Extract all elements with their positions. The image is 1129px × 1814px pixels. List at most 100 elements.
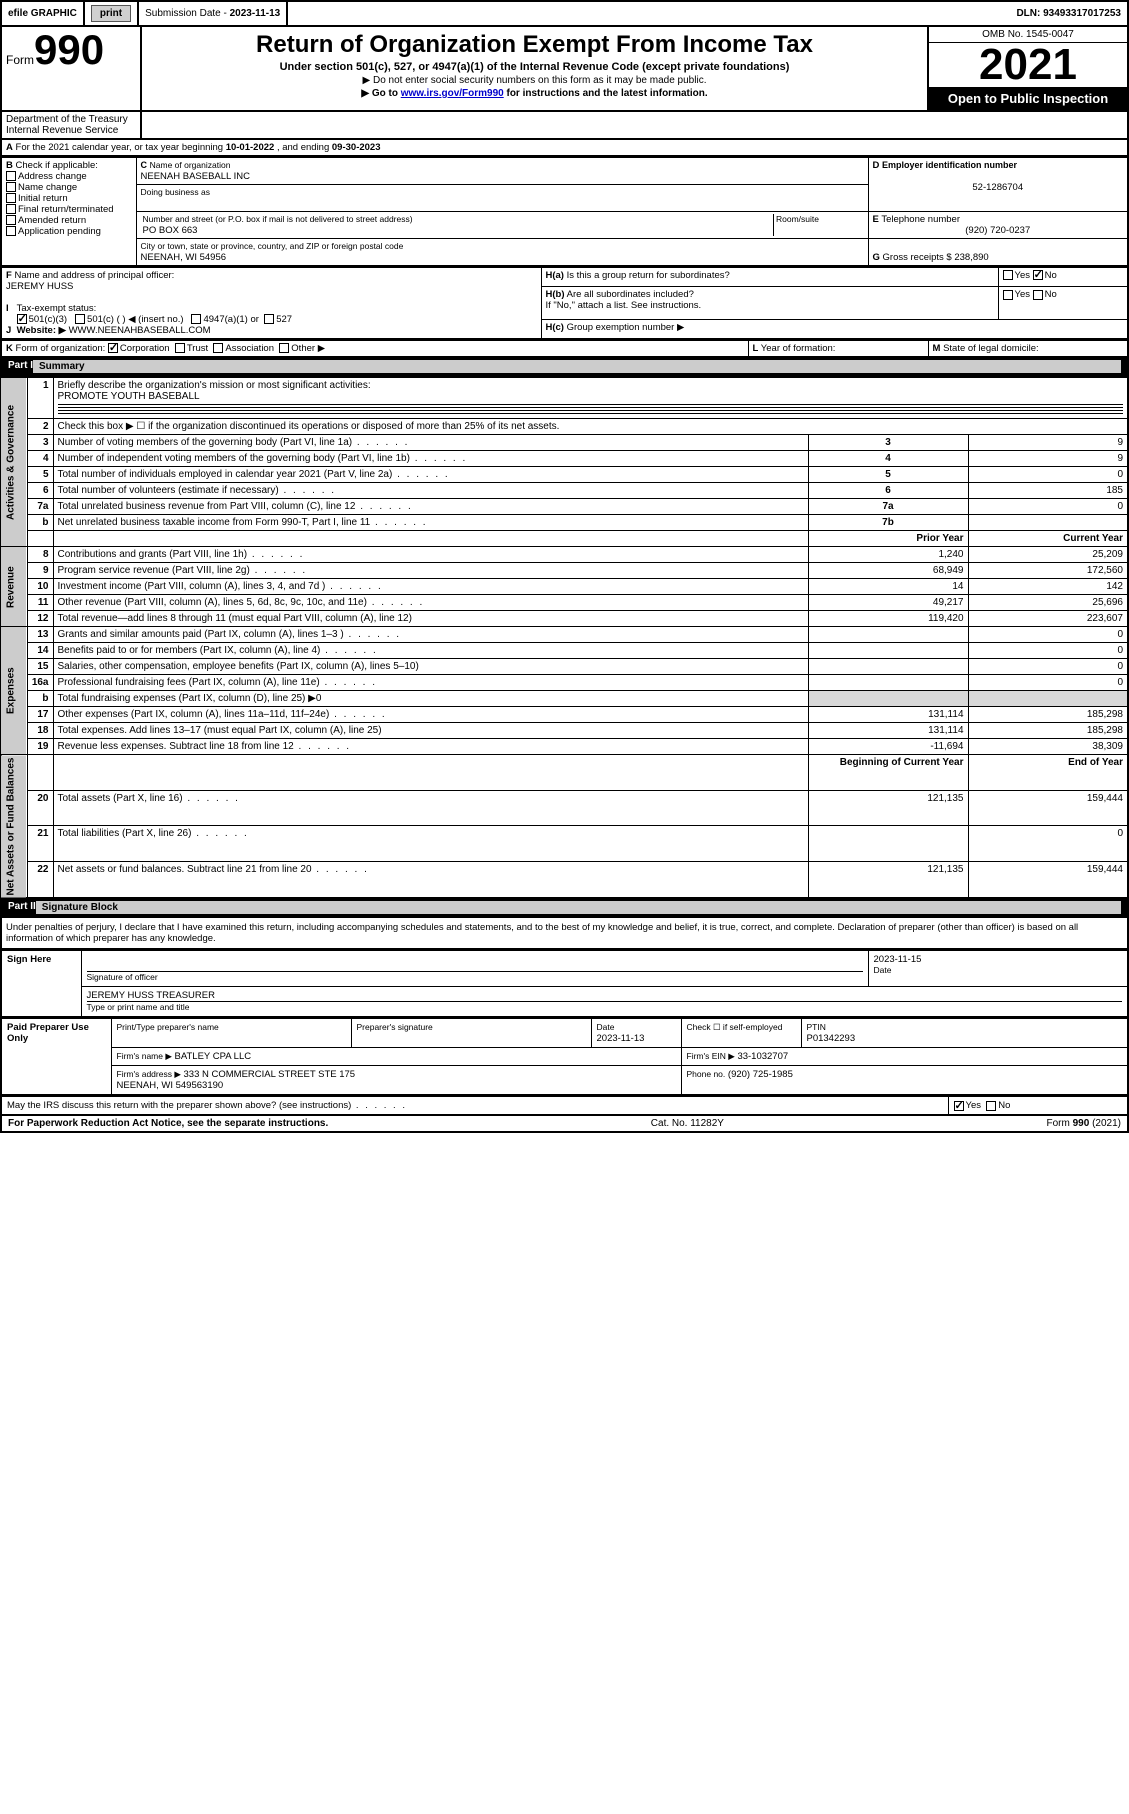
row-curr: 142 — [968, 579, 1128, 595]
row-desc: Number of voting members of the governin… — [53, 435, 808, 451]
chk-4947[interactable] — [191, 314, 201, 324]
row-num: 1 — [27, 378, 53, 419]
chk-ha-yes[interactable] — [1003, 270, 1013, 280]
section-k: K Form of organization: Corporation Trus… — [1, 341, 748, 358]
chk-hb-yes[interactable] — [1003, 290, 1013, 300]
top-bar: efile GRAPHIC print Submission Date - 20… — [0, 0, 1129, 27]
row-curr: 185,298 — [968, 723, 1128, 739]
chk-trust[interactable] — [175, 343, 185, 353]
row-prior: 121,135 — [808, 790, 968, 826]
row-desc: Net unrelated business taxable income fr… — [53, 515, 808, 531]
section-b: B Check if applicable: Address change Na… — [1, 158, 136, 267]
row-curr: 223,607 — [968, 611, 1128, 627]
chk-final-return[interactable] — [6, 204, 16, 214]
row-prior-shade — [808, 691, 968, 707]
chk-hb-no[interactable] — [1033, 290, 1043, 300]
row-desc: Investment income (Part VIII, column (A)… — [53, 579, 808, 595]
prep-self: Check ☐ if self-employed — [681, 1019, 801, 1048]
line2: Check this box ▶ ☐ if the organization d… — [53, 419, 1128, 435]
sig-date-cell: 2023-11-15 Date — [868, 951, 1128, 987]
col-begin: Beginning of Current Year — [808, 755, 968, 791]
row-num: 4 — [27, 451, 53, 467]
row-num: 18 — [27, 723, 53, 739]
chk-name-change[interactable] — [6, 182, 16, 192]
row-curr: 0 — [968, 675, 1128, 691]
chk-corp[interactable] — [108, 343, 118, 353]
part2-title: Signature Block — [36, 901, 1121, 914]
row-val: 0 — [968, 467, 1128, 483]
prep-ptin: PTINP01342293 — [801, 1019, 1128, 1048]
sign-here-table: Sign Here Signature of officer 2023-11-1… — [0, 950, 1129, 1018]
title-block: Form990 Return of Organization Exempt Fr… — [0, 27, 1129, 112]
chk-501c[interactable] — [75, 314, 85, 324]
row-curr: 0 — [968, 659, 1128, 675]
title-center: Return of Organization Exempt From Incom… — [142, 27, 927, 110]
blank — [53, 755, 808, 791]
open-to-public: Open to Public Inspection — [929, 87, 1127, 110]
chk-address-change[interactable] — [6, 171, 16, 181]
tab-activities: Activities & Governance — [1, 378, 27, 547]
row-num: 11 — [27, 595, 53, 611]
row-val: 9 — [968, 435, 1128, 451]
row-desc: Other expenses (Part IX, column (A), lin… — [53, 707, 808, 723]
row-desc: Benefits paid to or for members (Part IX… — [53, 643, 808, 659]
row-prior: -11,694 — [808, 739, 968, 755]
row-desc: Total expenses. Add lines 13–17 (must eq… — [53, 723, 808, 739]
row-desc: Grants and similar amounts paid (Part IX… — [53, 627, 808, 643]
goto-post: for instructions and the latest informat… — [504, 88, 708, 99]
row-num: 14 — [27, 643, 53, 659]
title-line-1: ▶ Do not enter social security numbers o… — [148, 75, 921, 86]
part2-header: Part II Signature Block — [0, 899, 1129, 918]
row-num: b — [27, 691, 53, 707]
row-curr: 0 — [968, 627, 1128, 643]
row-desc: Revenue less expenses. Subtract line 18 … — [53, 739, 808, 755]
blank — [53, 531, 808, 547]
chk-initial-return[interactable] — [6, 193, 16, 203]
paid-preparer-table: Paid Preparer Use Only Print/Type prepar… — [0, 1018, 1129, 1096]
chk-527[interactable] — [264, 314, 274, 324]
paid-preparer-label: Paid Preparer Use Only — [1, 1019, 111, 1096]
row-box: 5 — [808, 467, 968, 483]
section-hb: H(b) Are all subordinates included?If "N… — [541, 287, 998, 319]
chk-501c3[interactable] — [17, 314, 27, 324]
chk-discuss-no[interactable] — [986, 1101, 996, 1111]
chk-other[interactable] — [279, 343, 289, 353]
website-label: Website: ▶ — [17, 325, 66, 336]
print-button[interactable]: print — [91, 5, 131, 22]
chk-discuss-yes[interactable] — [954, 1101, 964, 1111]
section-m: M State of legal domicile: — [928, 341, 1128, 358]
row-num: 22 — [27, 861, 53, 898]
ha-yesno: Yes No — [998, 268, 1128, 287]
row-box: 6 — [808, 483, 968, 499]
row-curr: 185,298 — [968, 707, 1128, 723]
row-num: 10 — [27, 579, 53, 595]
row-prior — [808, 659, 968, 675]
sign-here-label: Sign Here — [1, 951, 81, 1018]
chk-amended-return[interactable] — [6, 215, 16, 225]
chk-assoc[interactable] — [213, 343, 223, 353]
chk-ha-no[interactable] — [1033, 270, 1043, 280]
row-num: 12 — [27, 611, 53, 627]
section-a-row: A For the 2021 calendar year, or tax yea… — [0, 139, 1129, 157]
section-g: G Gross receipts $ 238,890 — [868, 239, 1128, 267]
footer-form: Form 990 (2021) — [1047, 1118, 1121, 1129]
blank — [27, 755, 53, 791]
row-box: 7a — [808, 499, 968, 515]
row-prior: 131,114 — [808, 723, 968, 739]
agency-row: Department of the Treasury Internal Reve… — [0, 112, 1129, 139]
chk-application-pending[interactable] — [6, 226, 16, 236]
row-num — [27, 531, 53, 547]
form990-link[interactable]: www.irs.gov/Form990 — [401, 88, 504, 99]
row-desc: Other revenue (Part VIII, column (A), li… — [53, 595, 808, 611]
row-prior: 119,420 — [808, 611, 968, 627]
section-hc: H(c) Group exemption number ▶ — [541, 319, 1128, 339]
row-desc: Professional fundraising fees (Part IX, … — [53, 675, 808, 691]
row-val — [968, 515, 1128, 531]
row-num: 17 — [27, 707, 53, 723]
row-num: 2 — [27, 419, 53, 435]
row-val: 185 — [968, 483, 1128, 499]
row-num: 5 — [27, 467, 53, 483]
row-desc: Total fundraising expenses (Part IX, col… — [53, 691, 808, 707]
row-prior: 121,135 — [808, 861, 968, 898]
officer-name-cell: JEREMY HUSS TREASURER Type or print name… — [81, 987, 1128, 1018]
